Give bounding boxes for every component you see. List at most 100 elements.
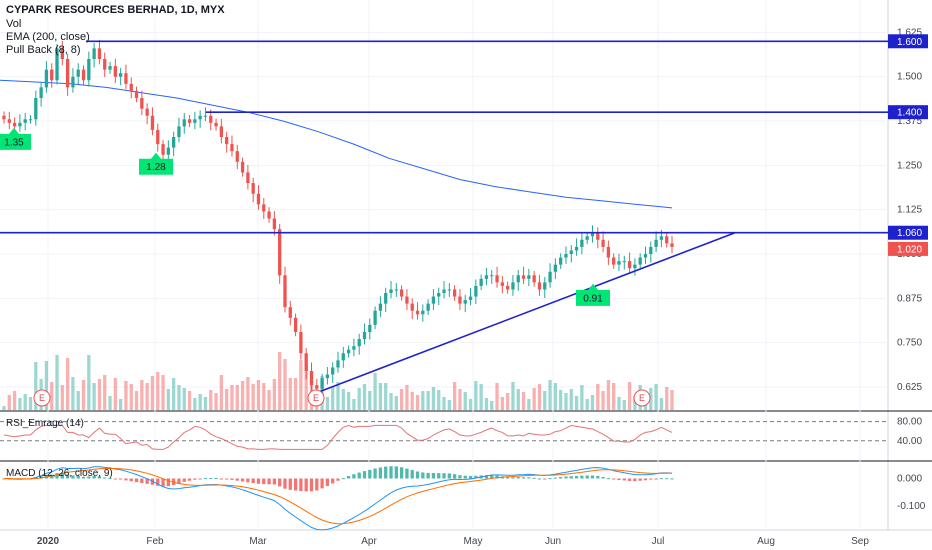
volume-bar — [293, 378, 298, 410]
macd-histogram-bar — [352, 474, 356, 479]
volume-bar — [55, 355, 59, 410]
candle-body — [384, 293, 388, 304]
macd-histogram-bar — [527, 477, 531, 479]
macd-histogram-bar — [468, 476, 473, 479]
candle-body — [659, 236, 664, 240]
candle-body — [638, 257, 642, 265]
candle-body — [643, 254, 648, 258]
candle-body — [527, 275, 531, 279]
volume-bar — [346, 392, 351, 410]
time-tick-label: Mar — [249, 536, 267, 547]
candle-body — [468, 296, 473, 301]
candle-body — [368, 324, 372, 332]
candle-body — [559, 257, 563, 265]
macd-histogram-bar — [405, 468, 409, 479]
volume-bar — [325, 397, 330, 410]
candle-body — [410, 303, 414, 311]
macd-histogram-bar — [537, 478, 542, 480]
volume-bar — [633, 396, 637, 410]
macd-histogram-bar — [606, 478, 611, 480]
macd-histogram-bar — [214, 478, 218, 480]
volume-bar — [606, 380, 611, 410]
candle-body — [421, 310, 425, 315]
volume-bar — [484, 398, 489, 410]
pullback-label-text: 1.35 — [4, 137, 24, 148]
macd-histogram-bar — [649, 478, 653, 480]
macd-histogram-bar — [484, 475, 489, 479]
candle-body — [92, 48, 96, 59]
macd-histogram-bar — [569, 476, 573, 479]
macd-histogram-bar — [161, 478, 165, 487]
candle-body — [65, 59, 70, 88]
volume-bar — [156, 372, 160, 410]
candle-body — [596, 232, 600, 240]
macd-histogram-bar — [564, 476, 568, 479]
macd-histogram-bar — [394, 466, 398, 479]
macd-histogram-bar — [548, 478, 552, 480]
macd-histogram-bar — [182, 478, 186, 482]
candle-body — [373, 310, 377, 325]
volume-bar — [198, 394, 202, 410]
volume-bar — [246, 377, 250, 410]
macd-histogram-bar — [643, 478, 648, 481]
volume-bar — [288, 378, 292, 410]
volume-bar — [97, 379, 102, 410]
price-tick-label: 0.875 — [897, 293, 922, 304]
macd-histogram-bar — [55, 473, 59, 479]
earnings-marker-label: E — [313, 393, 319, 403]
candle-body — [97, 48, 102, 59]
pullback-label — [139, 152, 173, 175]
volume-bar — [299, 360, 303, 410]
price-tick-label: 1.625 — [897, 27, 922, 38]
pullback-label-text: 0.91 — [583, 293, 603, 304]
candle-body — [654, 239, 658, 247]
candles — [2, 39, 674, 397]
candle-body — [437, 293, 441, 297]
macd-histogram-bar — [65, 474, 70, 479]
candle-body — [378, 303, 383, 311]
volume-bar — [118, 399, 123, 410]
macd-histogram-bar — [140, 478, 144, 484]
volume-bar — [659, 398, 664, 410]
macd-histogram-bar — [251, 478, 255, 484]
macd-histogram-bar — [490, 475, 494, 479]
volume-bar — [596, 384, 600, 410]
macd-histogram-bar — [574, 475, 579, 479]
macd-histogram-bar — [654, 478, 658, 480]
candle-body — [627, 261, 632, 269]
macd-histogram-bar — [193, 478, 197, 480]
volume-bar — [357, 388, 361, 410]
candle-body — [463, 300, 467, 304]
candle-body — [474, 285, 478, 297]
macd-histogram-bar — [659, 478, 664, 480]
macd-histogram-bar — [240, 478, 245, 482]
volume-bar — [532, 388, 536, 410]
candle-body — [235, 151, 239, 162]
candle-body — [564, 254, 568, 258]
candle-body — [161, 144, 165, 155]
macd-histogram-bar — [590, 475, 595, 479]
candle-body — [574, 246, 579, 251]
macd-histogram-bar — [447, 473, 451, 479]
candle-body — [670, 243, 674, 247]
candle-body — [113, 66, 117, 77]
macd-histogram-bar — [108, 477, 112, 479]
candle-body — [71, 76, 75, 88]
candle-body — [553, 264, 558, 272]
macd-histogram-bar — [113, 478, 117, 480]
candle-body — [521, 275, 526, 279]
volume-bar — [108, 396, 112, 410]
candle-body — [103, 59, 107, 70]
candle-body — [134, 90, 139, 98]
volume-bar — [256, 380, 261, 410]
candle-body — [362, 332, 367, 340]
volume-bar — [87, 355, 91, 410]
volume-bar — [50, 382, 54, 410]
candle-body — [357, 339, 361, 347]
volume-bar — [368, 391, 372, 410]
candle-body — [230, 144, 234, 152]
level-price-tag — [888, 105, 928, 120]
candle-body — [516, 275, 520, 283]
volume-bar — [384, 383, 388, 410]
